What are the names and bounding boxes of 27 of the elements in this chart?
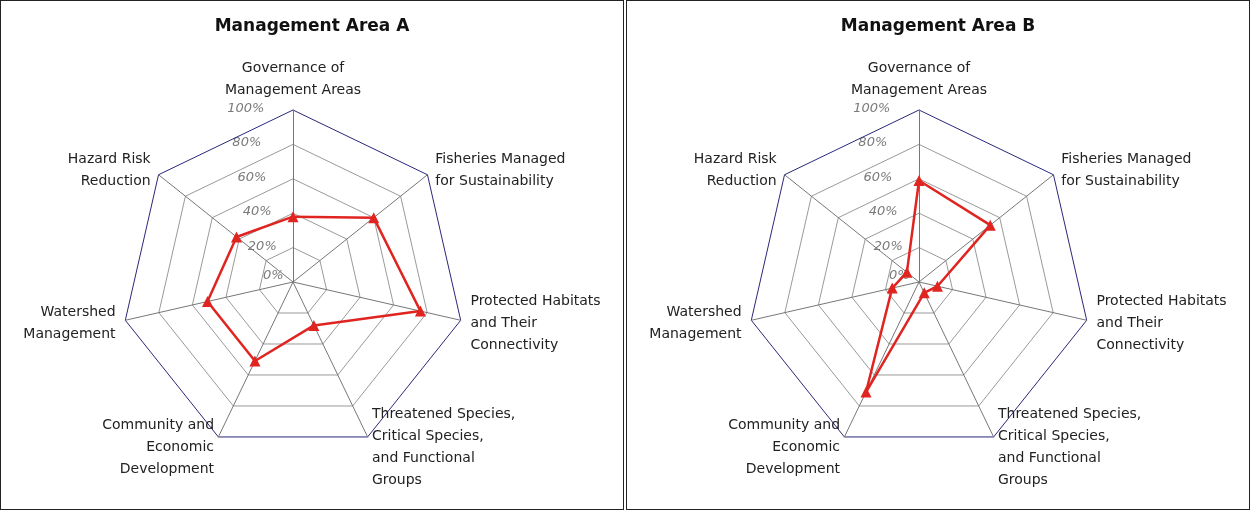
spoke-label: Threatened Species, Critical Species, and Functional Groups xyxy=(370,404,516,487)
spoke-label: Watershed Management xyxy=(649,303,743,342)
y-tick-label: 80% xyxy=(858,134,888,150)
y-tick-label: 60% xyxy=(863,168,893,184)
spoke-label: Hazard Risk Reduction xyxy=(67,149,152,188)
spoke-label: Protected Habitats and Their Connectivity xyxy=(470,292,601,353)
y-tick-label: 100% xyxy=(853,100,891,115)
y-tick-label: 0% xyxy=(263,267,284,282)
spoke-label: Hazard Risk Reduction xyxy=(693,149,778,188)
spoke-label: Protected Habitats and Their Connectivity xyxy=(1096,292,1227,353)
y-tick-label: 40% xyxy=(242,203,272,219)
spoke-label: Fisheries Managed for Sustainability xyxy=(435,149,566,188)
spoke-label: Governance of Management Areas xyxy=(224,59,362,97)
spoke-label: Community and Economic Development xyxy=(728,415,841,476)
spoke-label: Community and Economic Development xyxy=(102,415,215,476)
y-tick-label: 20% xyxy=(873,237,903,253)
y-tick-label: 100% xyxy=(227,100,265,115)
spoke-label: Fisheries Managed for Sustainability xyxy=(1061,149,1192,188)
y-tick-label: 80% xyxy=(232,134,262,150)
chart-title: Management Area B xyxy=(840,14,1036,35)
spoke-label: Governance of Management Areas xyxy=(850,59,988,97)
y-tick-label: 40% xyxy=(868,203,898,219)
spoke-label: Threatened Species, Critical Species, and Functional Groups xyxy=(996,404,1142,487)
y-tick-label: 60% xyxy=(237,168,267,184)
chart-title: Management Area A xyxy=(214,14,411,35)
y-tick-label: 20% xyxy=(247,237,277,253)
spoke-label: Watershed Management xyxy=(23,303,117,342)
